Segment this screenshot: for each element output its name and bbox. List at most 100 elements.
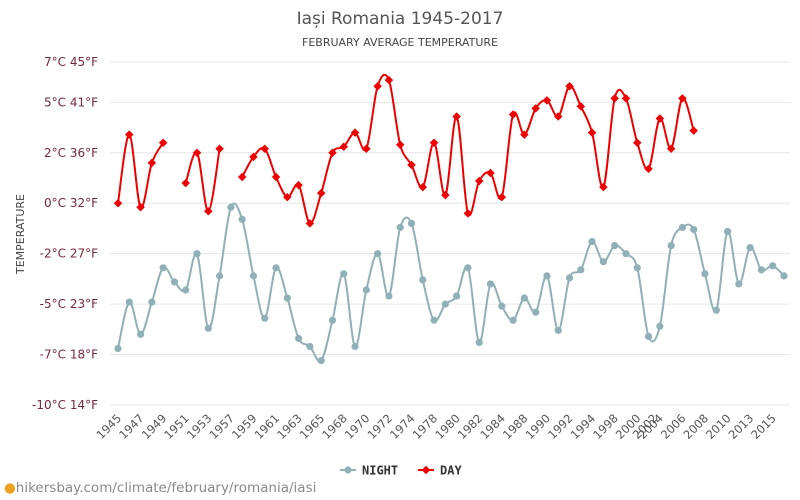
data-point[interactable] bbox=[328, 148, 337, 158]
data-point[interactable] bbox=[113, 198, 123, 208]
data-point[interactable] bbox=[272, 264, 280, 272]
data-point[interactable] bbox=[464, 264, 472, 272]
data-point[interactable] bbox=[441, 300, 449, 308]
data-point[interactable] bbox=[295, 334, 303, 343]
data-point[interactable] bbox=[306, 342, 314, 351]
data-point[interactable] bbox=[587, 128, 597, 137]
data-point[interactable] bbox=[441, 190, 450, 200]
data-point[interactable] bbox=[723, 227, 732, 236]
data-point[interactable] bbox=[419, 276, 427, 284]
data-point[interactable] bbox=[362, 144, 371, 154]
data-point[interactable] bbox=[418, 182, 428, 192]
data-point[interactable] bbox=[520, 294, 528, 302]
data-point[interactable] bbox=[283, 192, 292, 202]
data-point[interactable] bbox=[554, 326, 562, 334]
data-point[interactable] bbox=[690, 225, 698, 234]
data-point[interactable] bbox=[678, 223, 687, 232]
data-point[interactable] bbox=[237, 172, 247, 182]
data-point[interactable] bbox=[757, 266, 766, 274]
data-point[interactable] bbox=[192, 148, 202, 158]
data-point[interactable] bbox=[599, 258, 607, 266]
data-point[interactable] bbox=[622, 250, 630, 258]
data-point[interactable] bbox=[610, 94, 619, 103]
data-point[interactable] bbox=[486, 168, 495, 178]
data-point[interactable] bbox=[238, 215, 246, 223]
data-point[interactable] bbox=[374, 250, 382, 258]
data-point[interactable] bbox=[474, 176, 484, 186]
data-point[interactable] bbox=[249, 272, 258, 280]
data-point[interactable] bbox=[271, 172, 281, 182]
data-point[interactable] bbox=[543, 272, 551, 280]
data-point[interactable] bbox=[746, 244, 754, 252]
watermark[interactable]: ●hikersbay.com/climate/february/romania/… bbox=[4, 480, 316, 496]
data-point[interactable] bbox=[701, 270, 709, 278]
data-point[interactable] bbox=[328, 316, 337, 324]
data-point[interactable] bbox=[430, 316, 438, 324]
data-point[interactable] bbox=[633, 138, 642, 147]
data-point[interactable] bbox=[351, 342, 359, 351]
data-point[interactable] bbox=[125, 130, 134, 139]
data-point[interactable] bbox=[452, 112, 461, 121]
legend-item-day[interactable]: DAY bbox=[418, 464, 462, 478]
data-point[interactable] bbox=[249, 152, 258, 162]
data-point[interactable] bbox=[453, 292, 461, 300]
legend[interactable]: NIGHT DAY bbox=[340, 464, 462, 478]
data-point[interactable] bbox=[362, 286, 370, 294]
data-point[interactable] bbox=[261, 314, 269, 322]
data-point[interactable] bbox=[158, 138, 168, 147]
data-point[interactable] bbox=[384, 75, 394, 85]
data-point[interactable] bbox=[532, 308, 540, 316]
data-point[interactable] bbox=[316, 188, 326, 198]
data-point[interactable] bbox=[644, 332, 653, 340]
data-point[interactable] bbox=[475, 338, 483, 347]
data-point[interactable] bbox=[565, 274, 574, 282]
data-point[interactable] bbox=[283, 294, 291, 302]
data-point[interactable] bbox=[114, 344, 122, 353]
data-point[interactable] bbox=[611, 242, 619, 250]
data-point[interactable] bbox=[407, 219, 416, 228]
data-point[interactable] bbox=[170, 278, 179, 286]
data-point[interactable] bbox=[204, 324, 212, 332]
data-point[interactable] bbox=[497, 192, 507, 202]
data-point[interactable] bbox=[350, 128, 360, 137]
data-point[interactable] bbox=[656, 322, 664, 330]
data-point[interactable] bbox=[735, 280, 743, 288]
data-point[interactable] bbox=[227, 203, 235, 211]
data-point[interactable] bbox=[193, 250, 201, 258]
data-point[interactable] bbox=[486, 280, 495, 288]
data-point[interactable] bbox=[294, 180, 303, 190]
data-point[interactable] bbox=[305, 219, 315, 228]
data-point[interactable] bbox=[182, 286, 190, 294]
data-point[interactable] bbox=[667, 242, 675, 250]
data-point[interactable] bbox=[340, 270, 348, 278]
data-point[interactable] bbox=[407, 160, 416, 170]
data-point[interactable] bbox=[508, 110, 518, 119]
data-point[interactable] bbox=[396, 223, 404, 232]
data-point[interactable] bbox=[769, 262, 777, 270]
data-point[interactable] bbox=[577, 266, 585, 274]
data-point[interactable] bbox=[621, 94, 631, 103]
data-point[interactable] bbox=[588, 237, 596, 246]
data-point[interactable] bbox=[339, 142, 349, 151]
data-point[interactable] bbox=[576, 102, 586, 111]
data-point[interactable] bbox=[148, 298, 156, 306]
data-point[interactable] bbox=[204, 207, 213, 216]
data-point[interactable] bbox=[181, 178, 190, 188]
data-point[interactable] bbox=[317, 357, 325, 365]
data-point[interactable] bbox=[689, 126, 698, 135]
data-point[interactable] bbox=[385, 292, 393, 300]
data-point[interactable] bbox=[136, 203, 145, 212]
data-point[interactable] bbox=[509, 316, 517, 324]
data-point[interactable] bbox=[147, 158, 157, 168]
data-point[interactable] bbox=[498, 302, 506, 310]
data-point[interactable] bbox=[373, 81, 382, 91]
data-point[interactable] bbox=[633, 264, 641, 272]
data-point[interactable] bbox=[712, 306, 720, 314]
data-point[interactable] bbox=[136, 330, 145, 338]
data-point[interactable] bbox=[215, 144, 224, 154]
data-point[interactable] bbox=[780, 272, 788, 280]
data-point[interactable] bbox=[125, 298, 133, 306]
data-point[interactable] bbox=[159, 264, 167, 272]
data-point[interactable] bbox=[429, 138, 439, 147]
legend-item-night[interactable]: NIGHT bbox=[340, 464, 398, 478]
